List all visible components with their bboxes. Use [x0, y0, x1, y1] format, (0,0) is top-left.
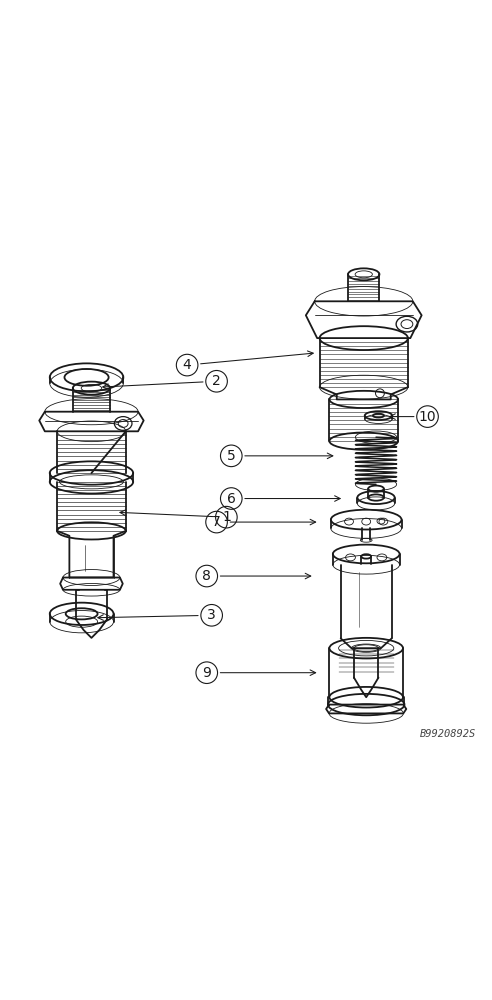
Text: 6: 6 — [227, 492, 236, 506]
Text: 9: 9 — [202, 666, 211, 680]
Text: 2: 2 — [212, 374, 221, 388]
Text: 8: 8 — [202, 569, 211, 583]
Text: 3: 3 — [207, 608, 216, 622]
Text: 4: 4 — [183, 358, 191, 372]
Text: 10: 10 — [419, 410, 436, 424]
Text: 7: 7 — [212, 515, 221, 529]
Text: B9920892S: B9920892S — [420, 729, 477, 739]
Text: 1: 1 — [222, 510, 231, 524]
Text: 5: 5 — [227, 449, 236, 463]
